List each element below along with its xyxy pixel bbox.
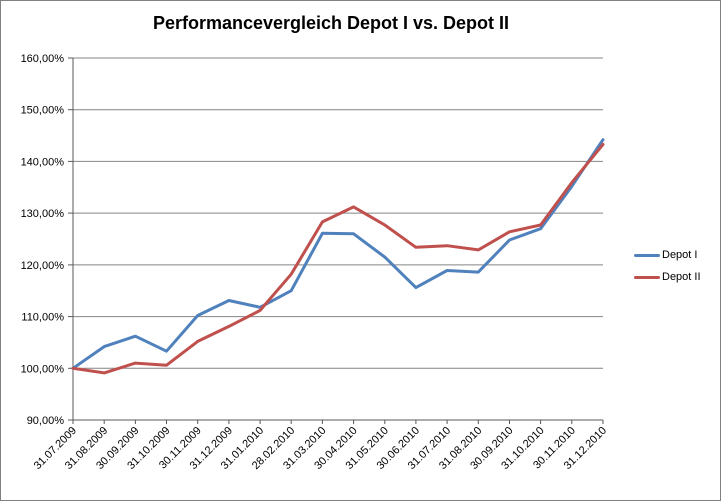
legend-swatch-depot-i (634, 253, 660, 257)
legend-item-depot-i[interactable]: Depot I (634, 249, 701, 261)
y-axis-label: 130,00% (21, 208, 65, 220)
y-axis-label: 100,00% (21, 363, 65, 375)
y-axis-label: 150,00% (21, 105, 65, 117)
y-axis-label: 90,00% (27, 415, 65, 427)
legend-item-depot-ii[interactable]: Depot II (634, 271, 701, 283)
y-axis-label: 110,00% (21, 312, 64, 324)
y-axis-label: 120,00% (21, 260, 65, 272)
chart-title: Performancevergleich Depot I vs. Depot I… (152, 13, 510, 33)
legend-label-depot-i: Depot I (662, 249, 698, 261)
legend-swatch-depot-ii (634, 275, 660, 279)
series-line-depot-ii (71, 142, 605, 375)
legend-label-depot-ii: Depot II (662, 271, 701, 283)
y-axis-label: 140,00% (21, 156, 65, 168)
legend: Depot I Depot II (634, 249, 701, 283)
y-axis-label: 160,00% (21, 53, 65, 65)
series-line-depot-i (71, 138, 605, 370)
